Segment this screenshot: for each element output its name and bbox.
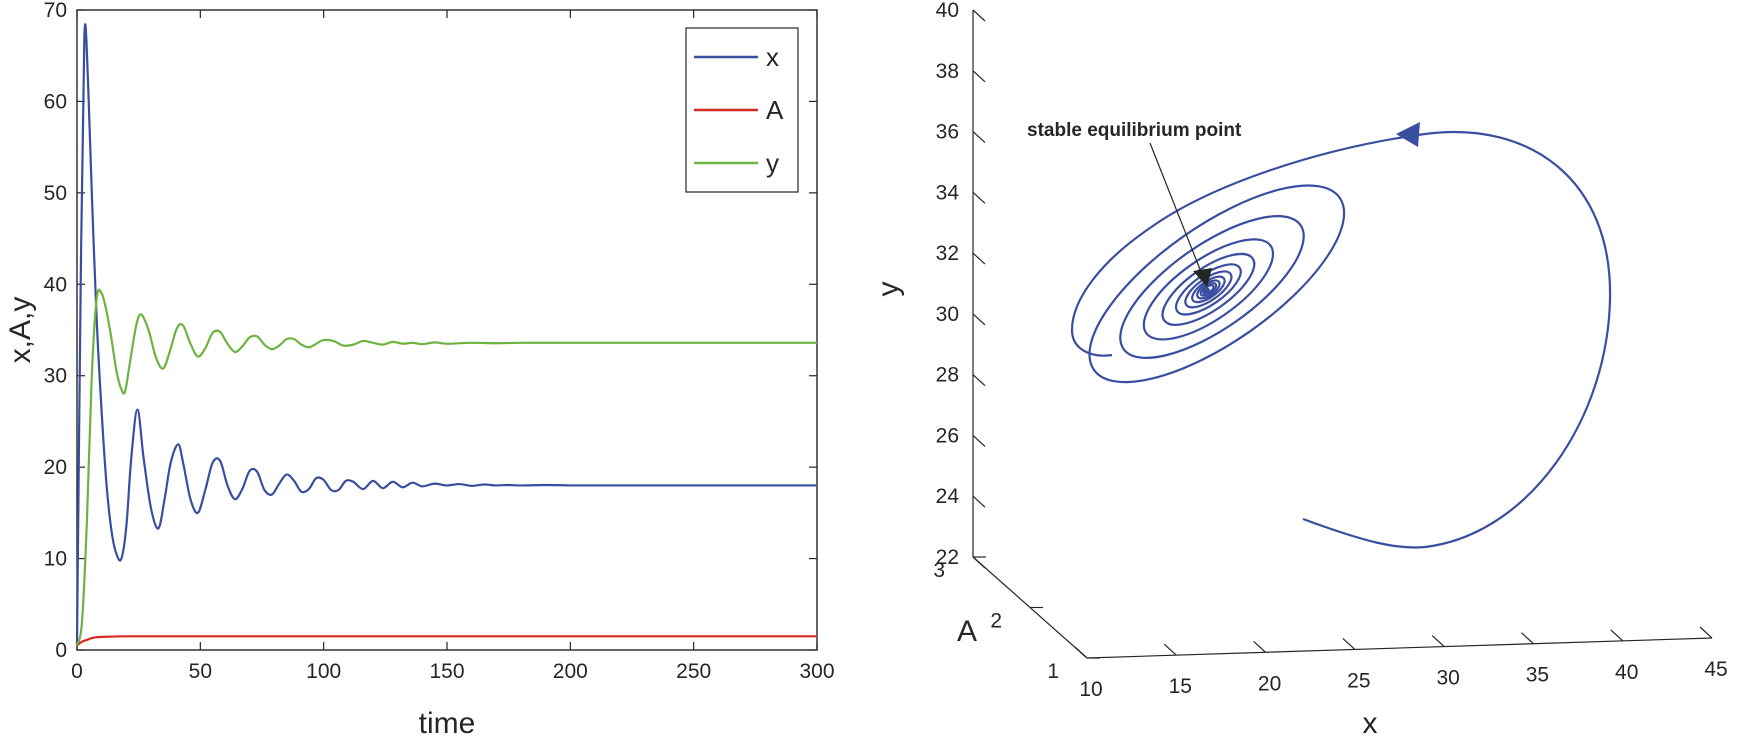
x3d-tick-label: 25 <box>1347 669 1370 692</box>
x3d-tick-label: 15 <box>1169 675 1192 698</box>
annotation-arrow <box>1149 142 1204 278</box>
trajectory-outer-arc <box>1070 130 1612 549</box>
trajectory-spiral-ring <box>1142 238 1275 341</box>
trajectory-spiral <box>1070 122 1612 549</box>
y3d-tick-label: 30 <box>936 303 959 326</box>
y3d-tick-mark <box>972 252 986 265</box>
a3d-tick-label: 1 <box>1047 660 1059 683</box>
x3d-tick-mark <box>1521 632 1534 645</box>
x-axis-label-3d: x <box>1363 707 1378 739</box>
legend-label-x: x <box>766 42 779 72</box>
a3d-tick-label: 3 <box>933 559 945 582</box>
y-tick-label: 60 <box>44 90 67 113</box>
annotation-equilibrium: stable equilibrium point <box>1027 120 1242 141</box>
x3d-tick-mark <box>1163 643 1177 656</box>
y-tick-label: 70 <box>44 0 67 22</box>
y-tick-label: 40 <box>44 273 67 296</box>
x3d-tick-label: 20 <box>1258 672 1281 695</box>
a-axis-label-3d: A <box>957 615 977 648</box>
y3d-tick-mark <box>972 556 986 569</box>
x3d-tick-label: 45 <box>1704 658 1727 681</box>
y3d-tick-label: 32 <box>936 242 959 265</box>
x-axis-label: time <box>419 707 476 739</box>
x3d-tick-mark <box>1431 635 1445 648</box>
y3d-tick-label: 26 <box>936 424 959 447</box>
x3d-tick-mark <box>1342 637 1356 650</box>
x3d-tick-label: 10 <box>1079 678 1102 701</box>
y-tick-label: 50 <box>44 182 67 205</box>
x-axis-line <box>1086 637 1713 659</box>
trajectory-spiral-ring <box>1088 184 1346 384</box>
y3d-tick-mark <box>972 9 986 22</box>
y-tick-label: 20 <box>44 456 67 479</box>
x3d-tick-label: 40 <box>1615 661 1638 684</box>
y3d-tick-mark <box>972 131 986 143</box>
legend: x A y <box>685 27 799 193</box>
x-tick-label: 300 <box>799 660 834 683</box>
y3d-tick-mark <box>972 495 986 508</box>
series-lines <box>75 23 817 647</box>
x-tick-label: 250 <box>676 660 711 683</box>
phase-portrait-3d: 10 15 20 25 30 35 40 4522242628303234363840123 … <box>872 0 1728 740</box>
x3d-tick-label: 30 <box>1436 667 1459 690</box>
legend-label-a: A <box>766 95 784 125</box>
annotation-arrowhead <box>1193 268 1212 287</box>
axis-ticks-3d: 10 15 20 25 30 35 40 45 22 24 26 28 30 32 34 36 38 40 1 2 3 <box>933 0 1727 701</box>
x-tick-label: 150 <box>429 660 464 683</box>
x-tick-label: 200 <box>553 660 588 683</box>
legend-label-y: y <box>766 148 779 178</box>
x3d-tick-mark <box>1253 640 1266 653</box>
y-axis-label: x,A,y <box>4 297 37 364</box>
x-tick-label: 100 <box>306 660 341 683</box>
x3d-tick-mark <box>1610 629 1624 642</box>
y3d-tick-label: 22 <box>936 546 959 569</box>
x3d-tick-mark <box>1074 646 1088 659</box>
equilibrium-point <box>1202 287 1210 295</box>
y3d-tick-label: 38 <box>936 60 959 83</box>
y3d-tick-mark <box>972 374 986 387</box>
y3d-tick-label: 28 <box>936 364 959 387</box>
trajectory-direction-arrow <box>1396 122 1420 147</box>
y3d-tick-label: 36 <box>936 121 959 144</box>
y-tick-label: 30 <box>44 365 67 388</box>
y-tick-label: 0 <box>55 639 67 662</box>
y3d-tick-label: 24 <box>936 485 960 508</box>
a3d-tick-label: 2 <box>990 610 1002 633</box>
x3d-tick-label: 35 <box>1526 664 1549 687</box>
series-line-a <box>76 635 817 647</box>
axis-ticks: 0 50 100 150 200 250 300 0 10 20 30 40 50 60 70 <box>44 0 835 683</box>
series-line-y <box>75 288 817 646</box>
x-tick-label: 0 <box>71 660 83 683</box>
y3d-tick-mark <box>972 191 986 204</box>
y3d-tick-mark <box>972 70 986 83</box>
y3d-tick-mark <box>972 435 986 447</box>
trajectory-spiral-ring <box>1119 215 1305 359</box>
y3d-tick-label: 40 <box>936 0 959 22</box>
y3d-tick-mark <box>972 313 986 326</box>
y-axis-label-3d: y <box>872 282 905 297</box>
y3d-tick-label: 34 <box>936 181 960 204</box>
series-line-x <box>75 23 817 646</box>
time-series-chart: 0 50 100 150 200 250 300 0 10 20 30 40 50 60 70 time x… <box>4 0 835 740</box>
y-tick-label: 10 <box>44 548 67 571</box>
x-tick-label: 50 <box>189 660 212 683</box>
x3d-tick-mark <box>1699 626 1713 639</box>
